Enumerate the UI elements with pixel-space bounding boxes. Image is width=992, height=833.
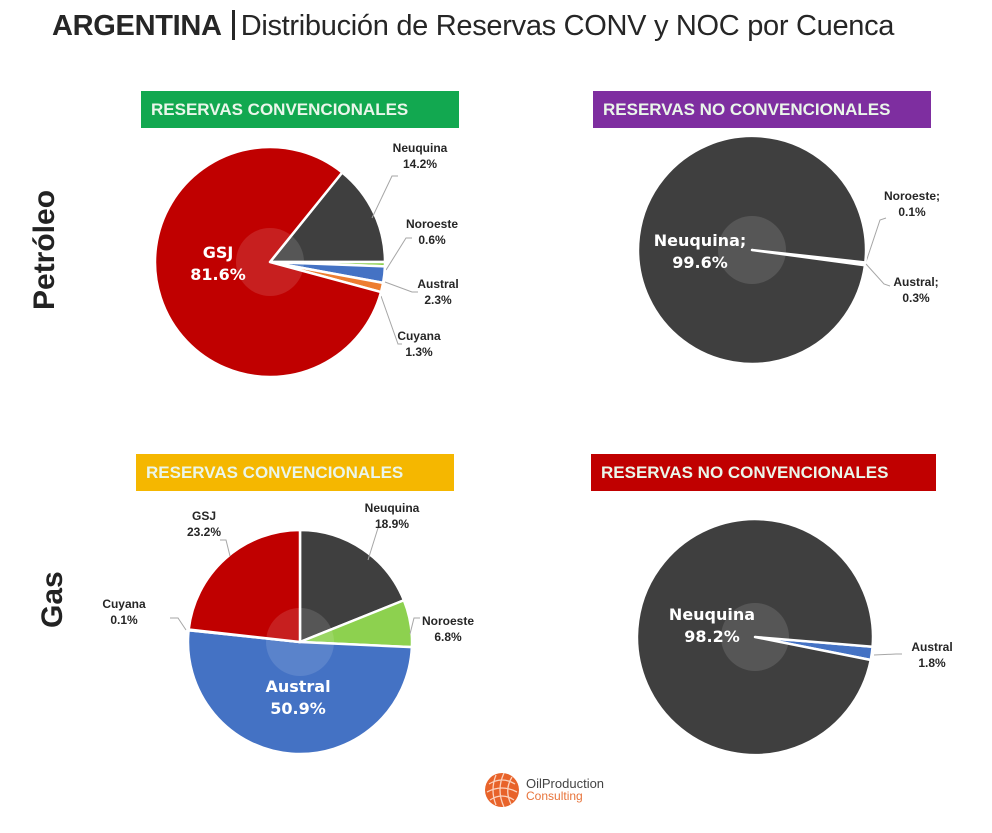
pie3-leader-gsj xyxy=(220,539,231,557)
pie1-leader-neuquina xyxy=(371,175,398,219)
pie2-watermark-icon xyxy=(718,216,786,284)
logo-text-line1: OilProduction xyxy=(526,776,605,791)
banner-oil-unconventional: RESERVAS NO CONVENCIONALES xyxy=(593,91,931,128)
pie1-slice-gsj xyxy=(153,145,383,379)
pie1-label-noroeste-value: 0.6% xyxy=(418,233,446,247)
pie4-label-neuquina-name: Neuquina xyxy=(669,605,755,624)
pie1-watermark-icon xyxy=(236,228,304,296)
pie3-label-noroeste-value: 6.8% xyxy=(434,630,462,644)
pie4-label-austral-name: Austral xyxy=(911,640,952,654)
pie2-label-noroeste-value: 0.1% xyxy=(898,205,926,219)
pie1-label-gsj-name: GSJ xyxy=(203,243,234,262)
pie3-watermark-icon xyxy=(266,608,334,676)
pie1-label-gsj-value: 81.6% xyxy=(190,265,246,284)
pie2-label-austral-name: Austral; xyxy=(893,275,938,289)
pie3-leader-cuyana xyxy=(170,617,187,631)
pie1-label-cuyana-name: Cuyana xyxy=(397,329,441,343)
pie4-leader-austral xyxy=(873,653,902,656)
pie3-leader-neuquina xyxy=(367,525,385,561)
pie1-leader-noroeste xyxy=(385,237,412,271)
pie2-leader-austral xyxy=(865,263,891,287)
pie3-slice-neuquina xyxy=(298,528,406,644)
pie3-leader-noroeste xyxy=(409,617,420,635)
pie3-slice-austral xyxy=(186,628,414,756)
pie3-label-austral-name: Austral xyxy=(265,677,330,696)
pie2-label-austral-value: 0.3% xyxy=(902,291,930,305)
pie2-leader-noroeste xyxy=(865,217,887,263)
title-subtitle: Distribución de Reservas CONV y NOC por … xyxy=(240,10,895,42)
pie1-label-cuyana-value: 1.3% xyxy=(405,345,433,359)
globe-logo-icon xyxy=(485,772,519,808)
pie3-label-noroeste-name: Noroeste xyxy=(422,614,474,628)
pie1-leader-cuyana xyxy=(380,295,402,345)
banner-gas-unconventional: RESERVAS NO CONVENCIONALES xyxy=(591,454,936,491)
title-divider xyxy=(231,10,235,40)
pie2-label-noroeste-name: Noroeste; xyxy=(884,189,940,203)
pie1-label-noroeste-name: Noroeste xyxy=(406,217,458,231)
banner-gas-conventional: RESERVAS CONVENCIONALES xyxy=(136,454,454,491)
pie3-label-neuquina-value: 18.9% xyxy=(375,517,409,531)
pie3-label-neuquina-name: Neuquina xyxy=(365,501,420,515)
pie3-label-gsj-value: 23.2% xyxy=(187,525,221,539)
pie4-watermark-icon xyxy=(721,603,789,671)
pie4-label-neuquina-value: 98.2% xyxy=(684,627,740,646)
pie1-leader-austral xyxy=(384,281,418,293)
pie1-label-austral-name: Austral xyxy=(417,277,458,291)
pie3-label-cuyana-value: 0.1% xyxy=(110,613,138,627)
pie2-label-neuquina-name: Neuquina; xyxy=(654,231,747,250)
pie1-slice-neuquina xyxy=(268,171,387,264)
pie3-label-austral-value: 50.9% xyxy=(270,699,326,718)
logo-text-line2: Consulting xyxy=(526,789,583,803)
pie4-slice-neuquina xyxy=(635,517,875,757)
pie3-slice-gsj xyxy=(187,528,302,644)
pie4-label-austral-value: 1.8% xyxy=(918,656,946,670)
pie2-label-neuquina-value: 99.6% xyxy=(672,253,728,272)
company-logo: OilProduction Consulting xyxy=(484,772,604,808)
pie1-label-austral-value: 2.3% xyxy=(424,293,452,307)
title-country: ARGENTINA xyxy=(52,10,222,42)
banner-oil-conventional: RESERVAS CONVENCIONALES xyxy=(141,91,459,128)
pie2-slice-neuquina xyxy=(636,134,868,366)
pie3-label-gsj-name: GSJ xyxy=(192,509,216,523)
pie1-label-neuquina-value: 14.2% xyxy=(403,157,437,171)
page-title: ARGENTINA Distribución de Reservas CONV y… xyxy=(52,10,894,43)
pie3-label-cuyana-name: Cuyana xyxy=(102,597,146,611)
pie1-label-neuquina-name: Neuquina xyxy=(393,141,448,155)
